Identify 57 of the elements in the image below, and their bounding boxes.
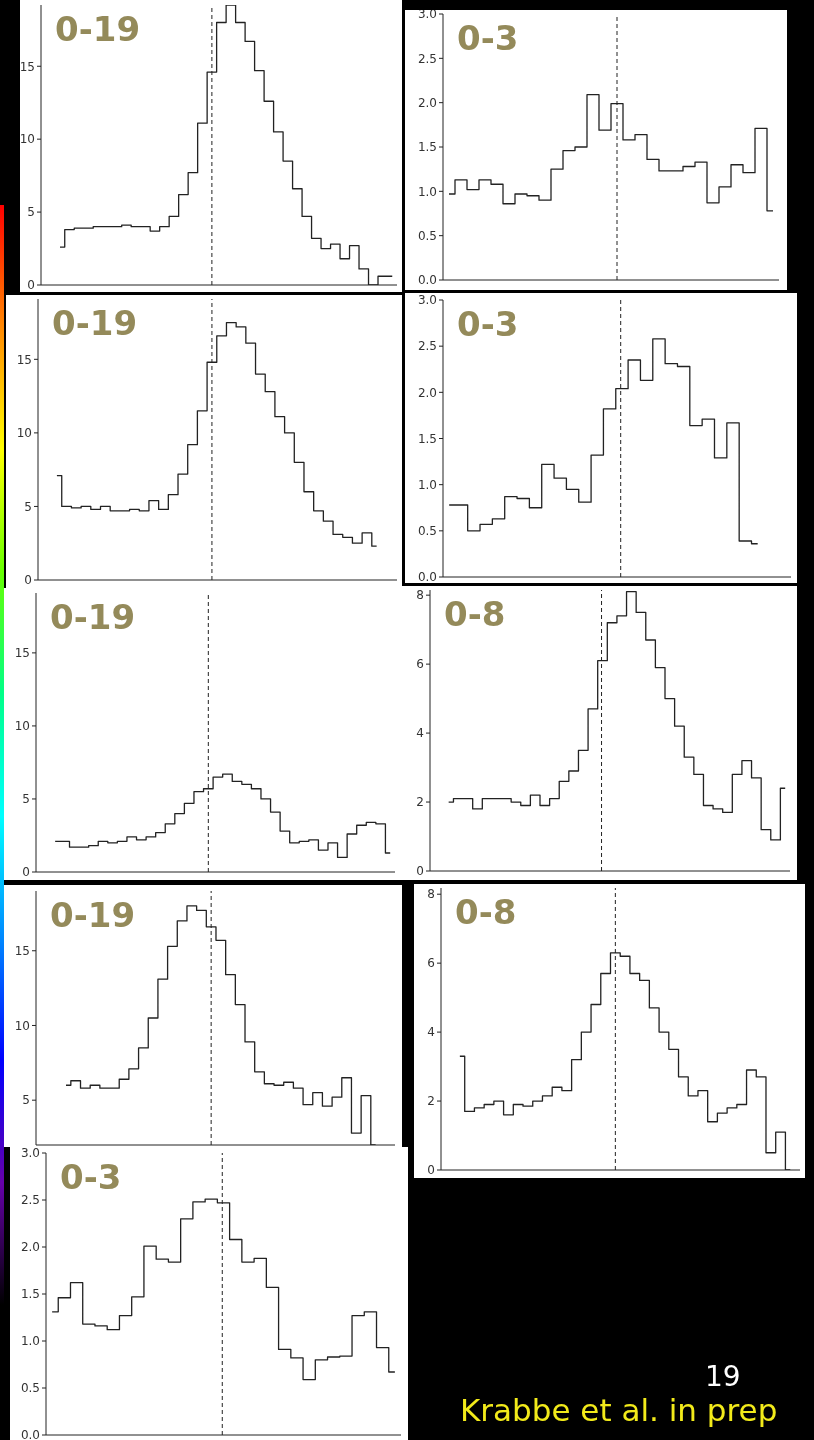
y-tick-label: 2.5 [417, 339, 437, 354]
y-tick-label: 15 [14, 646, 30, 661]
annotation: 0-19 [50, 597, 136, 637]
annotation: 0-8 [455, 892, 517, 932]
y-tick-label: 2 [427, 1094, 435, 1109]
y-tick-label: 0.5 [417, 228, 437, 243]
y-tick-label: 10 [16, 426, 32, 441]
y-tick-label: 3.0 [417, 293, 437, 308]
y-tick-label: 0.0 [20, 1428, 40, 1440]
annotation: 0-19 [50, 895, 136, 935]
y-tick-label: 10 [19, 132, 35, 147]
y-tick-label: 3.0 [20, 1146, 40, 1161]
y-tick-label: 4 [416, 726, 424, 741]
y-tick-label: 8 [427, 887, 435, 902]
y-tick-label: 2.0 [417, 385, 437, 400]
y-tick-label: 1.5 [417, 431, 437, 446]
y-tick-label: 1.5 [417, 140, 437, 155]
annotation: 0-3 [60, 1157, 122, 1197]
y-tick-label: 3.0 [417, 7, 437, 22]
y-tick-label: 1.0 [417, 477, 437, 492]
y-tick-label: 6 [427, 956, 435, 971]
y-tick-label: 1.0 [417, 184, 437, 199]
y-tick-label: 4 [427, 1025, 435, 1040]
y-tick-label: 0 [24, 573, 32, 588]
y-tick-label: 0.0 [417, 570, 437, 585]
y-tick-label: 0.5 [20, 1381, 40, 1396]
y-tick-label: 10 [14, 719, 30, 734]
y-tick-label: 5 [27, 205, 35, 220]
y-tick-label: 0 [22, 865, 30, 880]
annotation: 0-3 [457, 304, 519, 344]
y-tick-label: 2.5 [417, 51, 437, 66]
annotation: 0-8 [444, 594, 506, 634]
y-tick-label: 2.5 [20, 1193, 40, 1208]
y-tick-label: 2 [416, 795, 424, 810]
y-tick-label: 0.0 [417, 273, 437, 288]
y-tick-label: 2.0 [417, 95, 437, 110]
y-tick-label: 10 [14, 1018, 30, 1033]
y-tick-label: 0.5 [417, 524, 437, 539]
y-tick-label: 1.5 [20, 1287, 40, 1302]
y-tick-label: 0 [416, 864, 424, 879]
annotation: 0-19 [52, 303, 138, 343]
y-tick-label: 5 [24, 499, 32, 514]
y-tick-label: 15 [14, 944, 30, 959]
y-tick-label: 15 [16, 352, 32, 367]
y-tick-label: 2.0 [20, 1240, 40, 1255]
y-tick-label: 8 [416, 588, 424, 603]
text: Krabbe et al. in prep [460, 1392, 778, 1428]
y-tick-label: 5 [22, 1093, 30, 1108]
y-tick-label: 0 [427, 1163, 435, 1178]
annotation: 0-19 [55, 9, 141, 49]
annotation: 0-3 [457, 18, 519, 58]
y-tick-label: 1.0 [20, 1334, 40, 1349]
y-tick-label: 5 [22, 792, 30, 807]
y-tick-label: 0 [27, 278, 35, 293]
y-tick-label: 6 [416, 657, 424, 672]
text: 19 [705, 1360, 741, 1393]
y-tick-label: 15 [19, 59, 35, 74]
